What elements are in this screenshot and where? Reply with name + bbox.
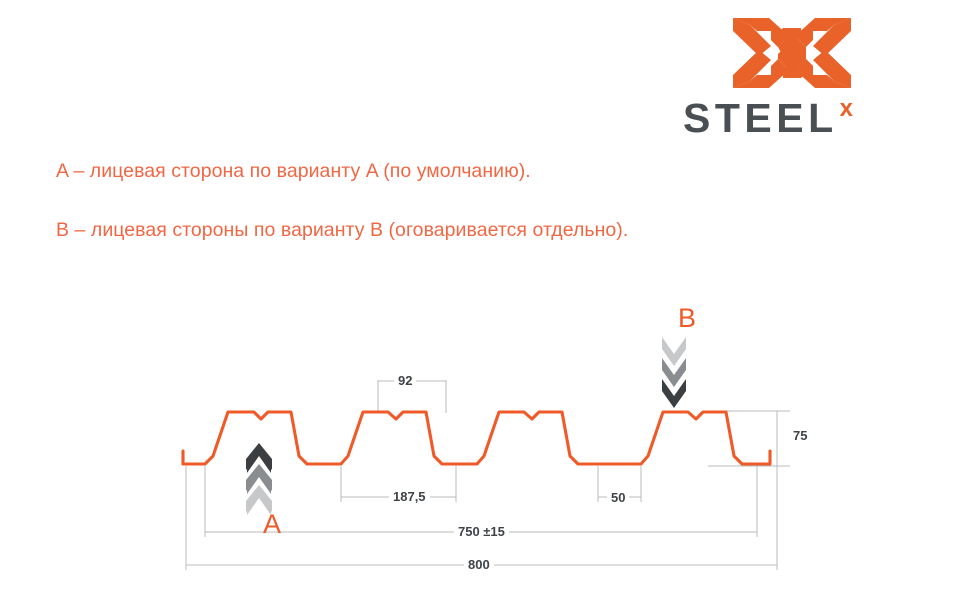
brand-logo: STEEL x [683,14,908,144]
chevron-down-2 [662,358,686,387]
marker-b-chevrons [662,337,686,408]
marker-a-chevrons-wide [247,444,271,515]
logo-wordmark: STEEL x [683,95,908,144]
dimension-label-total-width: 800 [464,558,494,571]
dimension-label-profile-height: 75 [789,429,812,442]
logo-superscript-x: x [839,95,853,122]
dimension-label-effective-width: 750 ±15 [454,525,509,538]
marker-letter-a: A [262,509,281,539]
marker-letter-b: B [677,303,696,333]
chevron-down-1 [662,337,686,366]
logo-steel-text: STEEL [683,95,838,141]
dimension-lines [185,380,790,570]
dimension-label-rib-top-width: 92 [394,374,417,387]
profile-outline [181,410,772,466]
dimension-label-rib-pitch: 187,5 [389,490,430,503]
chevron-down-3 [662,379,686,408]
dimension-label-valley-width: 50 [607,491,630,504]
legend-line-variant-b: B – лицевая стороны по варианту B (огова… [56,219,629,241]
steelx-x-monogram-icon [733,18,851,88]
legend-line-variant-a: A – лицевая сторона по варианту A (по ум… [56,160,531,182]
